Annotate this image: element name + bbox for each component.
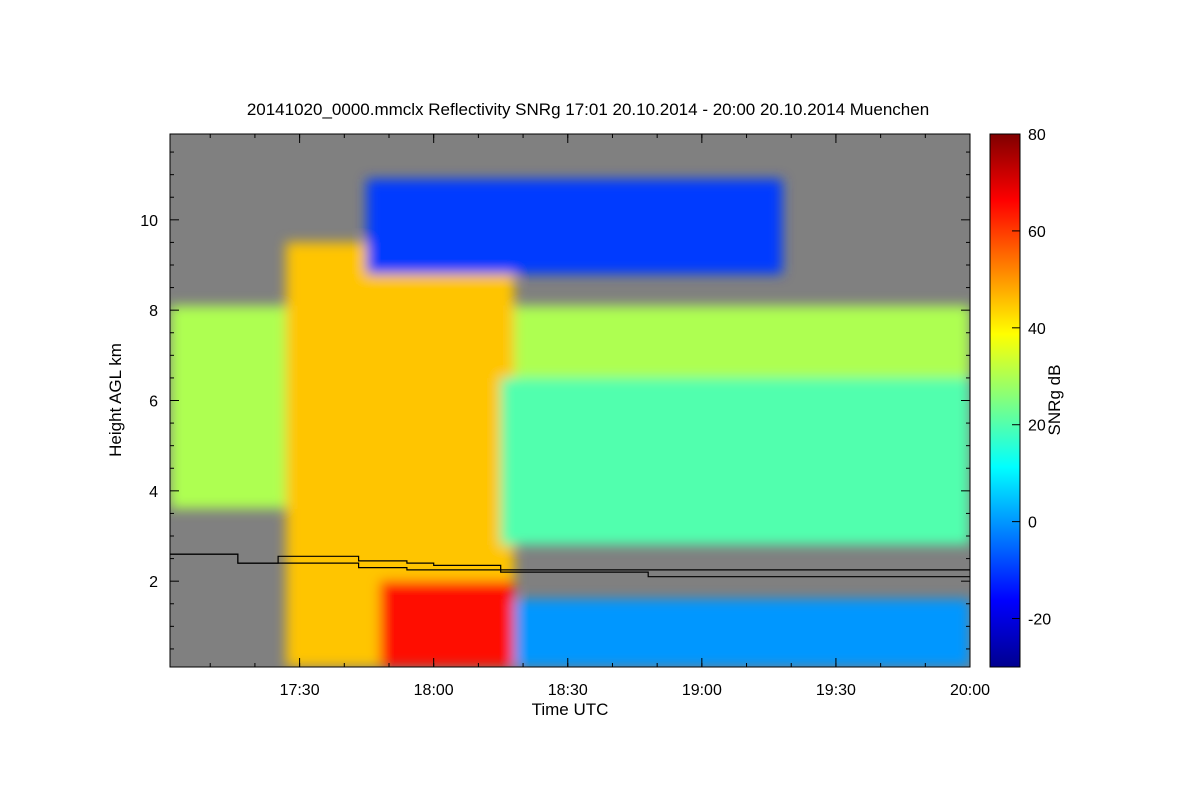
colorbar-strip [989,133,1021,668]
colorbar: -20 0 20 40 60 80 SNRg dB [989,127,1064,668]
overlay-line-lower [170,553,970,578]
y-axis: 2 4 6 8 10 [140,151,970,650]
x-tick-label: 18:30 [548,682,588,699]
field-region-precip-max [380,581,515,667]
x-axis: 17:30 18:00 18:30 19:00 19:30 20:00 [209,134,990,699]
x-tick-label: 17:30 [280,682,320,699]
colorbar-tick-label: 40 [1028,321,1046,338]
y-tick-label: 4 [149,484,158,501]
field-region-anvil-top [366,179,783,275]
field-region-clutter-low [514,599,970,667]
colorbar-ticks: -20 0 20 40 60 80 [1012,127,1051,629]
y-tick-label: 8 [149,303,158,320]
chart-title: 20141020_0000.mmclx Reflectivity SNRg 17… [247,100,929,119]
field-region-mid-cloud [500,377,970,546]
y-tick-label: 6 [149,394,158,411]
x-tick-label: 18:00 [414,682,454,699]
colorbar-label: SNRg dB [1045,365,1064,436]
x-axis-label: Time UTC [532,700,609,719]
y-axis-label: Height AGL km [106,343,125,457]
x-tick-label: 20:00 [950,682,990,699]
colorbar-tick-label: 80 [1028,127,1046,144]
colorbar-tick-label: 0 [1028,515,1037,532]
y-tick-label: 2 [149,574,158,591]
colorbar-tick-label: 60 [1028,224,1046,241]
x-tick-label: 19:00 [682,682,722,699]
plot-area [169,133,971,668]
x-tick-label: 19:30 [816,682,856,699]
overlay-lines [170,553,970,578]
y-tick-label: 10 [140,213,158,230]
colorbar-tick-label: 20 [1028,418,1046,435]
colorbar-tick-label: -20 [1028,612,1051,629]
reflectivity-field [170,179,970,667]
